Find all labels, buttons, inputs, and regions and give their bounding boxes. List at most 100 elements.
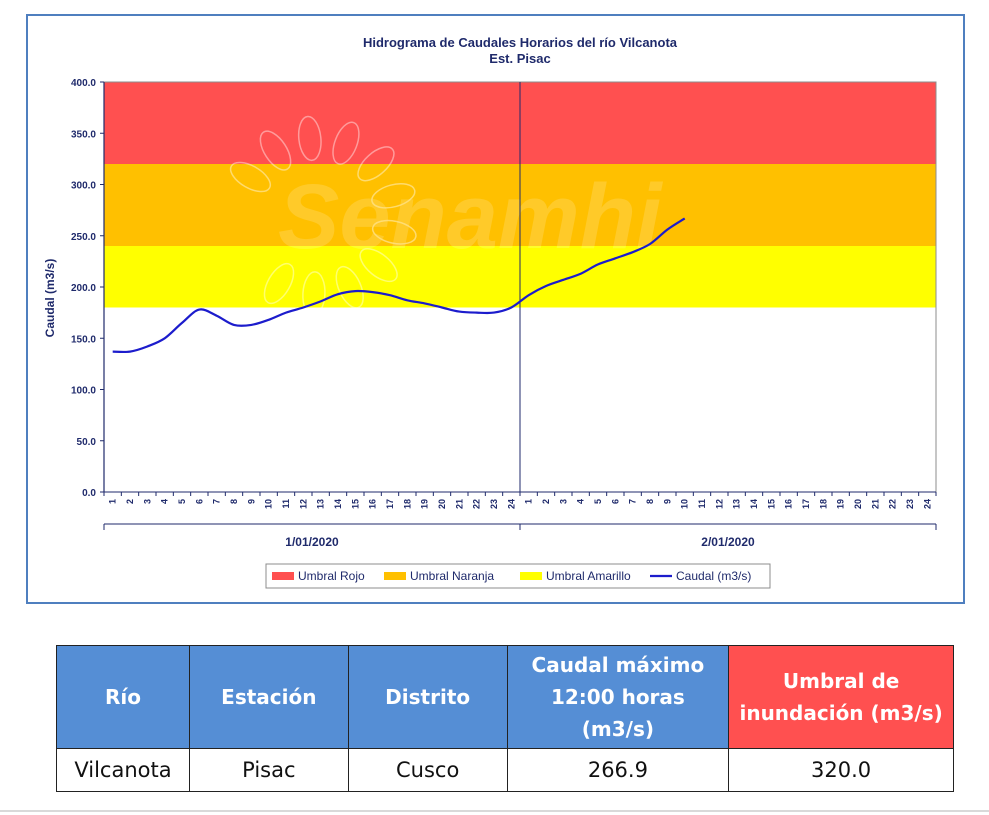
x-tick-label: 17 (801, 499, 811, 509)
x-tick-label: 9 (246, 499, 256, 504)
x-tick-label: 21 (454, 499, 464, 509)
x-tick-label: 4 (160, 499, 170, 504)
sun-petal (371, 183, 416, 209)
x-tick-label: 22 (888, 499, 898, 509)
x-tick-label: 13 (316, 499, 326, 509)
x-tick-label: 22 (472, 499, 482, 509)
x-tick-label: 17 (385, 499, 395, 509)
y-tick-label: 100.0 (71, 386, 96, 397)
x-tick-label: 2 (541, 499, 551, 504)
x-tick-label: 19 (420, 499, 430, 509)
legend-swatch (520, 572, 542, 580)
sun-petal (302, 271, 326, 317)
sun-petal (357, 146, 395, 182)
y-tick-label: 400.0 (71, 78, 96, 89)
sun-petal (229, 161, 272, 193)
cell-caudal: 266.9 (506, 748, 730, 792)
chart-title: Hidrograma de Caudales Horarios del río … (363, 35, 678, 50)
y-axis-label: Caudal (m3/s) (43, 259, 57, 338)
legend-swatch (272, 572, 294, 580)
chart-subtitle: Est. Pisac (489, 51, 550, 66)
cell-rio: Vilcanota (56, 748, 190, 792)
table-header-row: Río Estación Distrito Caudal máximo 12:0… (56, 645, 954, 749)
x-tick-label: 10 (680, 499, 690, 509)
x-axis-ticks: 1 2 3 4 5 6 7 8 9 10 11 12 13 14 15 16 17 18 19 20 21 22 23 24 1… (103, 492, 937, 509)
sun-petal (332, 121, 360, 165)
y-tick-label: 0.0 (82, 488, 96, 499)
x-tick-label: 23 (489, 499, 499, 509)
x-tick-label: 14 (749, 499, 759, 509)
x-tick-label: 14 (333, 499, 343, 509)
legend-swatch (384, 572, 406, 580)
bottom-divider (0, 810, 989, 812)
table-row: Vilcanota Pisac Cusco 266.9 320.0 (56, 748, 954, 792)
sun-petal (371, 219, 417, 245)
legend-label: Umbral Rojo (298, 569, 365, 583)
y-tick-label: 150.0 (71, 334, 96, 345)
sun-petal (359, 248, 398, 283)
hydrograph-chart: Hidrograma de Caudales Horarios del río … (43, 35, 937, 589)
cell-estacion: Pisac (188, 748, 349, 792)
x-tick-label: 7 (212, 499, 222, 504)
x-tick-label: 7 (628, 499, 638, 504)
x-tick-label: 1 (524, 499, 534, 504)
x-tick-label: 18 (402, 499, 412, 509)
legend-box (265, 563, 771, 589)
x-tick-label: 6 (194, 499, 204, 504)
x-tick-label: 8 (645, 499, 655, 504)
chart-legend: Umbral Rojo Umbral Naranja Umbral Amarillo… (265, 563, 771, 589)
series-caudal (112, 217, 686, 354)
sun-petal (297, 115, 322, 162)
x-tick-label: 13 (732, 499, 742, 509)
x-tick-label: 19 (836, 499, 846, 509)
date-label: 1/01/2020 (285, 535, 339, 549)
x-tick-label: 2 (125, 499, 135, 504)
x-tick-label: 12 (714, 499, 724, 509)
x-tick-label: 6 (610, 499, 620, 504)
x-tick-label: 3 (558, 499, 568, 504)
x-tick-label: 15 (766, 499, 776, 509)
x-tick-label: 24 (922, 499, 932, 509)
header-distrito: Distrito (347, 645, 508, 749)
x-tick-label: 23 (905, 499, 915, 509)
y-axis-ticks: 0.0 50.0 100.0 150.0 200.0 250.0 300.0 350.0 400… (71, 78, 104, 499)
legend-label: Caudal (m3/s) (676, 569, 751, 583)
header-umbral-inundacion: Umbral de inundación (m3/s) (728, 645, 954, 749)
x-tick-label: 16 (784, 499, 794, 509)
y-tick-label: 50.0 (77, 437, 97, 448)
y-tick-label: 350.0 (71, 129, 96, 140)
chart-frame: Hidrograma de Caudales Horarios del río … (26, 14, 965, 604)
sun-petal (263, 262, 295, 305)
header-caudal-maximo: Caudal máximo 12:00 horas (m3/s) (506, 645, 730, 749)
summary-table: Río Estación Distrito Caudal máximo 12:0… (56, 645, 954, 792)
legend-label: Umbral Amarillo (546, 569, 631, 583)
sun-logo (229, 115, 417, 317)
x-tick-label: 11 (697, 499, 707, 509)
x-tick-label: 8 (229, 499, 239, 504)
senamhi-watermark: Senamhi (229, 115, 664, 317)
x-tick-label: 4 (576, 499, 586, 504)
x-tick-label: 20 (853, 499, 863, 509)
x-tick-label: 16 (368, 499, 378, 509)
y-tick-label: 200.0 (71, 283, 96, 294)
cell-umbral: 320.0 (728, 748, 954, 792)
x-tick-label: 11 (281, 499, 291, 509)
date-label: 2/01/2020 (701, 535, 755, 549)
y-tick-label: 250.0 (71, 232, 96, 243)
x-tick-label: 12 (298, 499, 308, 509)
x-tick-label: 15 (350, 499, 360, 509)
sun-petal (335, 265, 364, 309)
x-tick-label: 1 (108, 499, 118, 504)
y-tick-label: 300.0 (71, 181, 96, 192)
x-tick-label: 20 (437, 499, 447, 509)
watermark-text: Senamhi (278, 166, 664, 268)
sun-petal (259, 130, 292, 171)
date-group-labels: 1/01/2020 2/01/2020 (103, 523, 937, 549)
x-tick-label: 3 (142, 499, 152, 504)
x-tick-label: 5 (177, 499, 187, 504)
caudal-line (112, 217, 686, 354)
cell-distrito: Cusco (347, 748, 508, 792)
header-rio: Río (56, 645, 190, 749)
x-tick-label: 24 (506, 499, 516, 509)
x-tick-label: 5 (593, 499, 603, 504)
